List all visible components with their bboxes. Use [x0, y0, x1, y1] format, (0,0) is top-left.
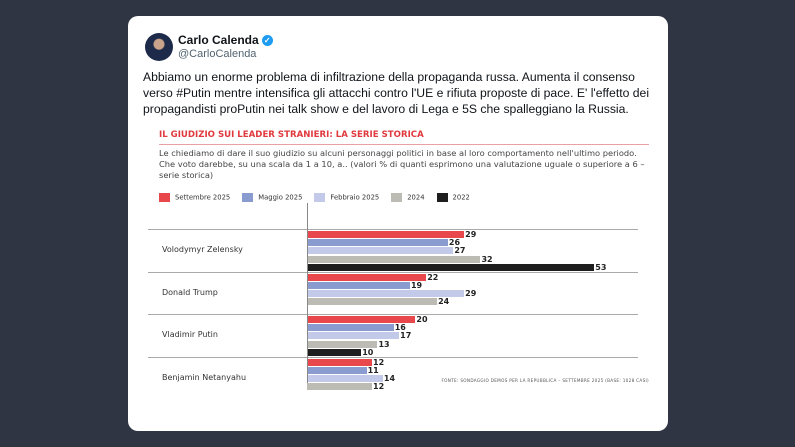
author-name[interactable]: Carlo Calenda ✓	[178, 33, 273, 47]
bar	[307, 340, 378, 348]
tweet-text: Abbiamo un enorme problema di infiltrazi…	[143, 70, 650, 116]
legend-swatch	[159, 193, 170, 202]
chart-subtitle: Le chiediamo di dare il suo giudizio su …	[159, 148, 645, 180]
group-divider	[148, 229, 638, 230]
bar	[307, 289, 465, 297]
author-handle[interactable]: @CarloCalenda	[178, 48, 257, 60]
legend-swatch	[391, 193, 403, 202]
legend-item: 2022	[436, 193, 470, 202]
group-divider	[148, 314, 638, 315]
bar	[307, 255, 481, 263]
data-label: 12	[373, 357, 385, 367]
bar	[307, 273, 427, 281]
legend-label: Settembre 2025	[175, 193, 231, 202]
category-label: Vladimir Putin	[162, 330, 218, 339]
bar	[307, 348, 362, 356]
legend-label: Febbraio 2025	[330, 193, 380, 202]
bar	[307, 366, 367, 374]
bar	[307, 358, 373, 366]
legend-item: Febbraio 2025	[314, 193, 379, 202]
data-label: 13	[378, 339, 390, 349]
legend-item: Maggio 2025	[242, 193, 302, 202]
data-label: 29	[465, 230, 477, 239]
data-label: 20	[416, 315, 428, 324]
chart-image[interactable]: IL GIUDIZIO SUI LEADER STRANIERI: LA SER…	[148, 116, 653, 416]
category-label: Donald Trump	[162, 287, 218, 297]
chart-legend: Settembre 2025 Maggio 2025 Febbraio 2025 20…	[159, 193, 470, 202]
data-label: 10	[362, 347, 374, 357]
data-label: 12	[373, 382, 385, 392]
data-label: 16	[394, 323, 406, 333]
data-label: 22	[427, 272, 439, 282]
bar	[307, 231, 465, 238]
bar	[307, 239, 448, 247]
verified-badge-icon: ✓	[261, 35, 273, 46]
y-axis-line	[307, 203, 308, 383]
category-label: Benjamin Netanyahu	[162, 372, 247, 382]
data-label: 32	[481, 254, 493, 264]
category-label: Volodymyr Zelensky	[162, 245, 243, 254]
data-label: 27	[454, 246, 466, 256]
data-label: 24	[438, 297, 450, 307]
tweet-card: Carlo Calenda ✓ @CarloCalenda Abbiamo un …	[128, 16, 668, 431]
bar	[307, 281, 410, 289]
group-divider	[148, 356, 638, 358]
bar	[307, 383, 373, 391]
bar	[307, 374, 383, 382]
legend-swatch	[436, 193, 448, 202]
legend-swatch	[242, 193, 254, 202]
data-label: 11	[367, 365, 379, 375]
data-label: 17	[400, 331, 412, 341]
legend-label: Maggio 2025	[258, 193, 303, 202]
title-divider	[159, 144, 649, 145]
data-label: 26	[448, 238, 461, 248]
bar	[307, 332, 400, 340]
bar	[307, 247, 454, 255]
bar	[307, 324, 394, 332]
legend-item: Settembre 2025	[159, 193, 230, 202]
data-label: 14	[383, 373, 396, 383]
bar	[307, 263, 595, 271]
legend-swatch	[314, 193, 326, 202]
bar	[307, 298, 438, 306]
legend-item: 2024	[391, 193, 425, 202]
legend-label: 2024	[407, 193, 425, 202]
data-label: 53	[595, 262, 607, 272]
legend-label: 2022	[452, 193, 470, 202]
data-label: 29	[465, 288, 477, 298]
group-divider	[148, 271, 638, 273]
avatar[interactable]	[145, 33, 173, 61]
data-label: 19	[410, 280, 423, 290]
chart-source: FONTE: SONDAGGIO DEMOS PER LA REPUBBLICA…	[441, 378, 649, 383]
chart-title: IL GIUDIZIO SUI LEADER STRANIERI: LA SER…	[159, 130, 424, 140]
bar	[307, 316, 416, 323]
